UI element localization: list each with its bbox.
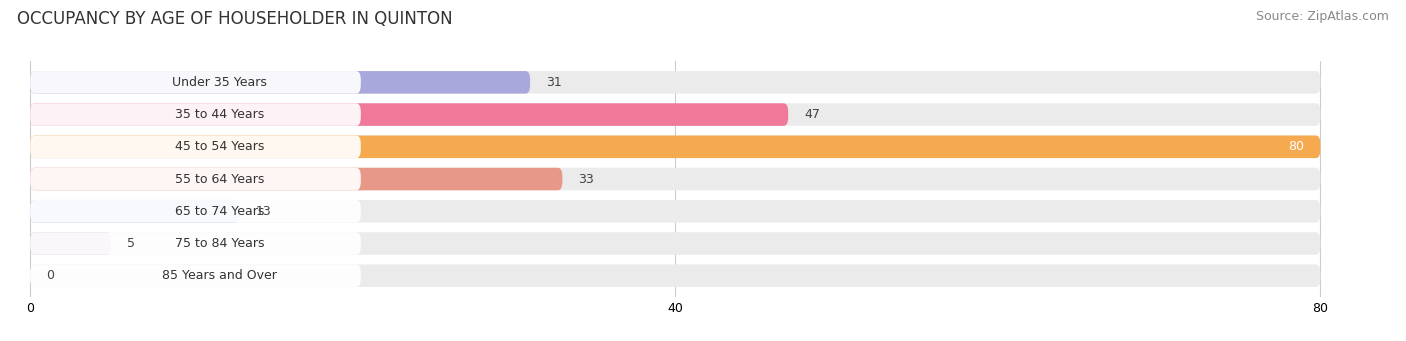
- Text: Source: ZipAtlas.com: Source: ZipAtlas.com: [1256, 10, 1389, 23]
- Text: 85 Years and Over: 85 Years and Over: [162, 269, 277, 282]
- FancyBboxPatch shape: [30, 71, 530, 94]
- Text: 55 to 64 Years: 55 to 64 Years: [174, 173, 264, 186]
- Text: Under 35 Years: Under 35 Years: [173, 76, 267, 89]
- FancyBboxPatch shape: [30, 264, 1320, 287]
- Text: 0: 0: [46, 269, 55, 282]
- Text: 80: 80: [1288, 140, 1305, 153]
- Text: 13: 13: [256, 205, 271, 218]
- Text: 65 to 74 Years: 65 to 74 Years: [174, 205, 264, 218]
- FancyBboxPatch shape: [30, 103, 361, 126]
- FancyBboxPatch shape: [30, 200, 240, 223]
- FancyBboxPatch shape: [30, 71, 361, 94]
- FancyBboxPatch shape: [30, 103, 1320, 126]
- Text: 35 to 44 Years: 35 to 44 Years: [176, 108, 264, 121]
- FancyBboxPatch shape: [30, 71, 1320, 94]
- FancyBboxPatch shape: [30, 232, 361, 255]
- FancyBboxPatch shape: [30, 200, 1320, 223]
- Text: 5: 5: [127, 237, 135, 250]
- Text: 45 to 54 Years: 45 to 54 Years: [174, 140, 264, 153]
- FancyBboxPatch shape: [30, 232, 111, 255]
- FancyBboxPatch shape: [30, 168, 361, 190]
- Text: 31: 31: [547, 76, 562, 89]
- Text: 33: 33: [578, 173, 595, 186]
- Text: OCCUPANCY BY AGE OF HOUSEHOLDER IN QUINTON: OCCUPANCY BY AGE OF HOUSEHOLDER IN QUINT…: [17, 10, 453, 28]
- FancyBboxPatch shape: [30, 135, 361, 158]
- FancyBboxPatch shape: [30, 232, 1320, 255]
- FancyBboxPatch shape: [30, 135, 1320, 158]
- FancyBboxPatch shape: [30, 168, 562, 190]
- FancyBboxPatch shape: [30, 135, 1320, 158]
- FancyBboxPatch shape: [30, 200, 361, 223]
- FancyBboxPatch shape: [30, 168, 1320, 190]
- Text: 47: 47: [804, 108, 820, 121]
- Text: 75 to 84 Years: 75 to 84 Years: [174, 237, 264, 250]
- FancyBboxPatch shape: [30, 103, 789, 126]
- FancyBboxPatch shape: [30, 264, 361, 287]
